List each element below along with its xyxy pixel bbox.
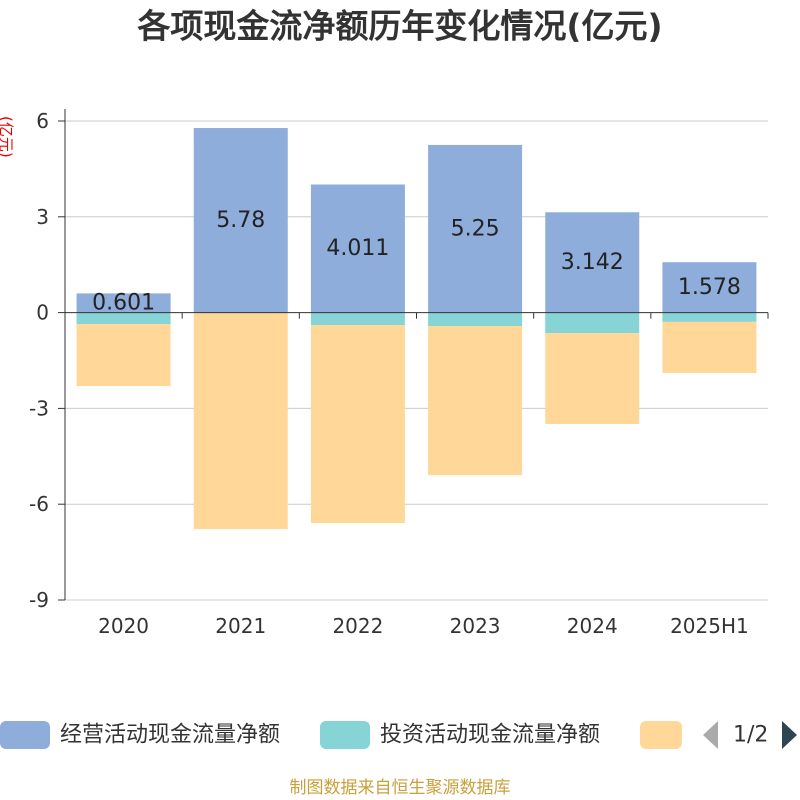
bar-series-2-2022 [310, 312, 405, 326]
y-tick-label: -9 [29, 588, 49, 612]
bar-series-2-2020 [76, 312, 171, 325]
bar-series-1-2021 [193, 128, 288, 313]
y-tick-label: 6 [36, 109, 49, 133]
legend-swatch [640, 721, 682, 749]
y-tick-label: -6 [29, 492, 49, 516]
legend-swatch [320, 721, 370, 749]
y-axis-label: (亿元) [0, 116, 15, 158]
y-tick-label: 0 [36, 301, 49, 325]
y-tick-label: -3 [29, 396, 49, 420]
bar-series-1-2025H1 [662, 262, 757, 313]
legend-swatch [0, 721, 50, 749]
data-labels: 0.601 5.78 4.011 5.25 3.142 1.578 [92, 208, 741, 316]
triangle-left-icon[interactable] [703, 721, 718, 749]
bar-series-1-2020 [76, 293, 171, 313]
x-tick-label: 2021 [215, 614, 266, 638]
bar-series-2-2024 [545, 312, 640, 334]
y-tick-label: 3 [36, 205, 49, 229]
legend-item-operating-cash-flow[interactable]: 经营活动现金流量净额 [0, 721, 280, 749]
bar-series-3-2021 [193, 312, 288, 530]
bar-series-3-2020 [76, 324, 171, 387]
gridlines [65, 120, 768, 601]
bar-series-2-2025H1 [662, 312, 757, 322]
x-tick-label: 2023 [450, 614, 501, 638]
bar-series-1-2022 [310, 184, 405, 313]
legend-label: 投资活动现金流量净额 [380, 723, 600, 748]
x-tick-label: 2025H1 [670, 614, 749, 638]
x-tick-label: 2020 [98, 614, 149, 638]
y-axis-ticks: 6 3 0 -3 -6 -9 [29, 109, 65, 612]
x-axis-ticks: 2020 2021 2022 2023 2024 2025H1 [98, 312, 769, 638]
x-tick-label: 2024 [567, 614, 618, 638]
data-label-2024: 3.142 [561, 250, 624, 275]
bar-series-1-2024 [545, 212, 640, 313]
data-label-2021: 5.78 [216, 208, 265, 233]
data-label-2023: 5.25 [451, 216, 500, 241]
legend: 经营活动现金流量净额 投资活动现金流量净额 1/2 [0, 721, 797, 749]
chart-title: 各项现金流净额历年变化情况(亿元) [136, 7, 662, 46]
bars [76, 128, 757, 530]
triangle-right-icon[interactable] [782, 721, 797, 749]
legend-label: 经营活动现金流量净额 [60, 723, 280, 748]
bar-series-3-2025H1 [662, 321, 757, 373]
legend-item-investing-cash-flow[interactable]: 投资活动现金流量净额 [320, 721, 600, 749]
bar-series-3-2023 [428, 326, 523, 476]
data-source-note: 制图数据来自恒生聚源数据库 [290, 778, 511, 798]
data-label-2020: 0.601 [92, 291, 155, 316]
data-label-2022: 4.011 [326, 236, 389, 261]
data-label-2025H1: 1.578 [678, 275, 741, 300]
bar-series-1-2023 [428, 144, 523, 313]
x-tick-label: 2022 [332, 614, 383, 638]
legend-item-series-3[interactable] [640, 721, 682, 749]
bar-series-3-2024 [545, 333, 640, 425]
bar-series-3-2022 [310, 325, 405, 524]
legend-pager-text: 1/2 [733, 723, 768, 748]
bar-series-2-2023 [428, 312, 523, 327]
